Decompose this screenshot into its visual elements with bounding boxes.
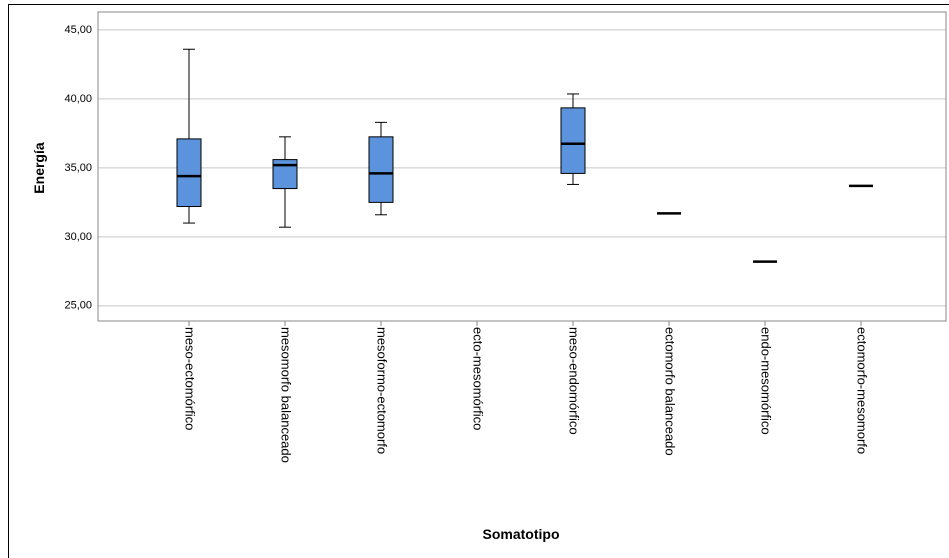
x-tick-label: mesomorfo balanceado: [279, 327, 294, 463]
y-axis-title: Energía: [31, 142, 47, 194]
frame: [8, 4, 949, 558]
x-tick-label: meso-endomórfico: [567, 327, 582, 435]
x-tick-label: ectomorfo balanceado: [663, 327, 678, 456]
x-tick-label: meso-ectomórfico: [183, 327, 198, 430]
x-tick-label: endo-mesomórfico: [759, 327, 774, 435]
x-axis-title: Somatotipo: [483, 526, 560, 542]
y-tick-label: 45,00: [64, 24, 92, 36]
x-tick-label: ectomorfo-mesomorfo: [855, 327, 870, 454]
y-tick-label: 30,00: [64, 231, 92, 243]
plot-border: [97, 11, 947, 322]
box: [560, 107, 586, 174]
x-tick-label: ecto-mesomórfico: [471, 327, 486, 430]
y-tick-label: 35,00: [64, 162, 92, 174]
box: [368, 136, 394, 203]
x-tick-label: mesoformo-ectomorfo: [375, 327, 390, 454]
y-tick-label: 40,00: [64, 93, 92, 105]
box: [176, 138, 202, 208]
y-tick-label: 25,00: [64, 300, 92, 312]
